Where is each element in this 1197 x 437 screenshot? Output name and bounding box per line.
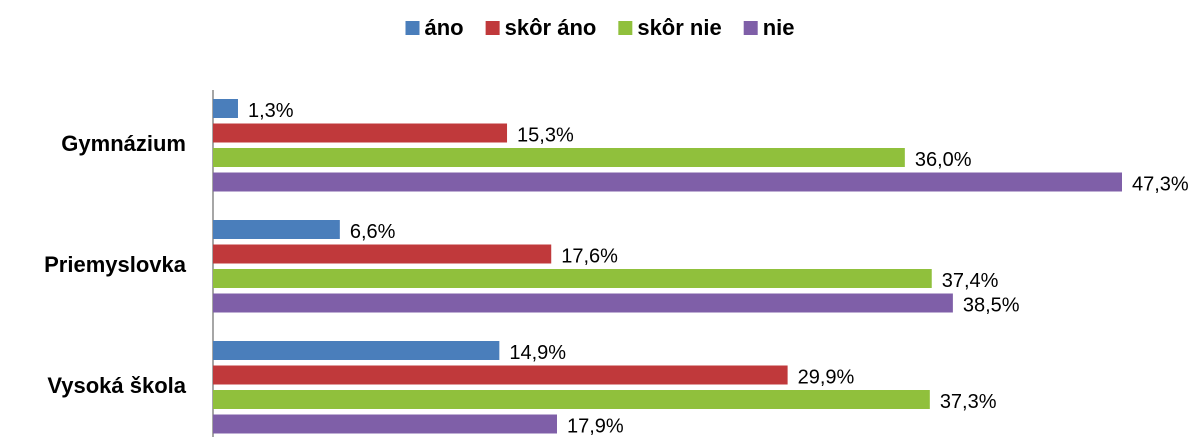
legend-label: áno <box>425 15 464 40</box>
value-label: 36,0% <box>915 149 972 171</box>
value-label: 17,6% <box>561 245 618 267</box>
bar <box>213 293 953 313</box>
bar <box>213 148 905 167</box>
bar <box>213 123 508 143</box>
value-label: 37,3% <box>940 391 997 413</box>
legend-swatch <box>485 21 500 35</box>
bar <box>213 220 340 239</box>
category-label: Vysoká škola <box>47 373 186 398</box>
category-label: Gymnázium <box>61 131 186 156</box>
value-label: 37,4% <box>942 270 999 292</box>
bar <box>213 99 238 118</box>
bar <box>213 172 1122 192</box>
value-label: 47,3% <box>1132 173 1189 195</box>
legend-swatch <box>618 21 633 35</box>
legend-label: skôr áno <box>505 15 597 40</box>
bar <box>213 365 788 385</box>
bar <box>213 269 932 288</box>
bar <box>213 414 557 434</box>
legend-swatch <box>405 21 420 35</box>
legend-swatch <box>743 21 758 35</box>
category-label: Priemyslovka <box>44 252 187 277</box>
bar <box>213 341 500 360</box>
value-label: 1,3% <box>248 100 294 122</box>
bar <box>213 390 930 409</box>
bar <box>213 244 552 264</box>
legend-label: nie <box>763 15 795 40</box>
value-label: 17,9% <box>567 415 624 437</box>
value-label: 29,9% <box>798 366 855 388</box>
value-label: 38,5% <box>963 294 1020 316</box>
value-label: 14,9% <box>509 342 566 364</box>
value-label: 15,3% <box>517 124 574 146</box>
legend-label: skôr nie <box>637 15 721 40</box>
value-label: 6,6% <box>350 221 396 243</box>
